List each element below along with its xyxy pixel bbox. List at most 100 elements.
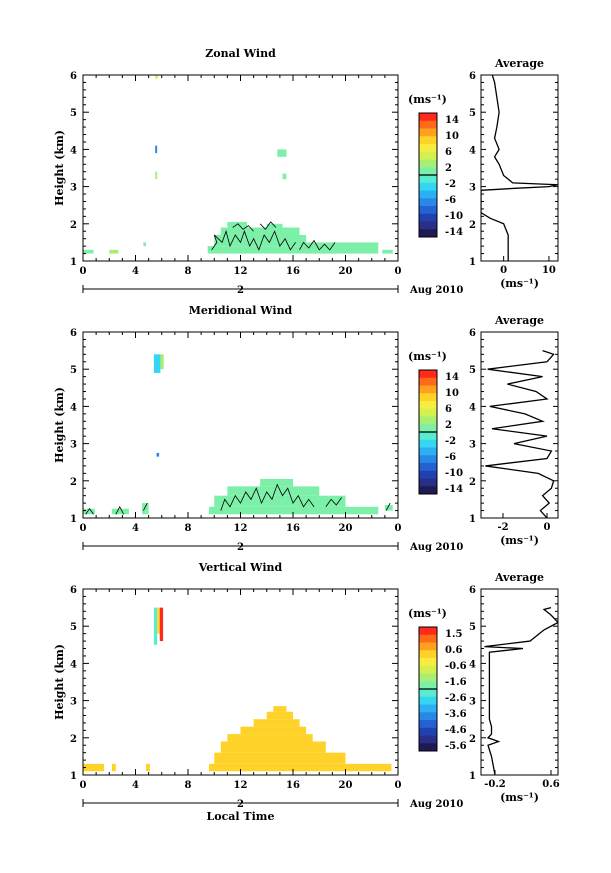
colorbar-segment: [419, 424, 437, 433]
x-tick-label: 8: [185, 780, 192, 791]
heat-cell: [282, 173, 287, 180]
avg-x-tick-label: 0.6: [542, 779, 559, 790]
heat-cell: [273, 706, 287, 712]
avg-y-tick-label: 2: [469, 220, 476, 231]
heat-cell: [220, 227, 300, 235]
avg-x-tick-label: -0.2: [484, 779, 506, 790]
heat-cell: [153, 607, 158, 645]
y-tick-label: 6: [70, 585, 77, 596]
average-unit: (ms⁻¹): [500, 791, 539, 804]
colorbar-segment: [419, 650, 437, 659]
colorbar-unit: (ms⁻¹): [408, 607, 447, 620]
colorbar-segment: [419, 136, 437, 145]
colorbar-segment: [419, 743, 437, 752]
colorbar-label: -14: [445, 484, 463, 495]
y-tick-label: 5: [70, 365, 77, 376]
x-tick-label: 12: [234, 523, 248, 534]
colorbar-segment: [419, 478, 437, 487]
y-axis-label: Height (km): [53, 387, 66, 463]
y-tick-label: 1: [70, 771, 77, 782]
x-tick-label: 20: [339, 523, 353, 534]
colorbar-label: 0.6: [445, 645, 462, 656]
y-tick-label: 3: [70, 697, 77, 708]
colorbar-segment: [419, 213, 437, 222]
x-tick-label: 8: [185, 266, 192, 277]
avg-y-tick-label: 3: [469, 183, 476, 194]
x-tick-label: 4: [132, 523, 139, 534]
colorbar-label: -3.6: [445, 709, 467, 720]
avg-y-tick-label: 1: [469, 257, 476, 268]
x-tick-label: 16: [286, 780, 300, 791]
heat-cell: [240, 726, 307, 735]
heat-cell: [153, 354, 161, 373]
colorbar-unit: (ms⁻¹): [408, 93, 447, 106]
colorbar-segment: [419, 229, 437, 238]
colorbar-label: -0.6: [445, 661, 467, 672]
y-tick-label: 6: [70, 71, 77, 82]
colorbar-segment: [419, 151, 437, 160]
avg-y-tick-label: 3: [469, 697, 476, 708]
colorbar-label: 2: [445, 163, 452, 174]
heat-cell: [83, 249, 94, 254]
colorbar-label: -6: [445, 452, 456, 463]
colorbar-segment: [419, 463, 437, 472]
panel-title: Meridional Wind: [189, 304, 293, 317]
avg-y-tick-label: 2: [469, 734, 476, 745]
y-tick-label: 5: [70, 108, 77, 119]
avg-x-tick-label: 0: [500, 265, 507, 276]
x-tick-label: 12: [234, 780, 248, 791]
avg-y-tick-label: 3: [469, 440, 476, 451]
colorbar-label: 14: [445, 372, 459, 383]
colorbar-segment: [419, 144, 437, 153]
avg-x-tick-label: 10: [542, 265, 556, 276]
colorbar-segment: [419, 439, 437, 448]
heat-cell: [214, 495, 346, 507]
x-axis-label: Local Time: [207, 810, 275, 823]
contour-line: [299, 239, 336, 251]
average-unit: (ms⁻¹): [500, 277, 539, 290]
colorbar-label: -2: [445, 436, 456, 447]
avg-y-tick-label: 6: [469, 71, 476, 82]
heat-cell: [109, 249, 119, 254]
colorbar-segment: [419, 190, 437, 199]
x-tick-label: 0: [395, 780, 402, 791]
month-label: Aug 2010: [409, 285, 463, 296]
colorbar-segment: [419, 735, 437, 744]
colorbar-segment: [419, 159, 437, 168]
heat-cell: [260, 478, 293, 487]
heat-cell: [227, 486, 320, 496]
colorbar-segment: [419, 113, 437, 122]
colorbar-label: 14: [445, 115, 459, 126]
colorbar-segment: [419, 665, 437, 674]
panel-title: Zonal Wind: [205, 47, 276, 60]
heat-cell: [156, 452, 160, 457]
colorbar-segment: [419, 408, 437, 417]
y-axis-label: Height (km): [53, 644, 66, 720]
heat-cells: [83, 75, 393, 254]
day-label: 2: [237, 799, 244, 810]
colorbar-segment: [419, 370, 437, 379]
avg-y-tick-label: 5: [469, 622, 476, 633]
colorbar-segment: [419, 182, 437, 191]
heat-cell: [220, 741, 326, 753]
colorbar-segment: [419, 385, 437, 394]
x-tick-label: 0: [395, 523, 402, 534]
colorbar-segment: [419, 642, 437, 651]
y-tick-label: 6: [70, 328, 77, 339]
colorbar-segment: [419, 727, 437, 736]
colorbar-segment: [419, 447, 437, 456]
heat-cell: [384, 504, 393, 511]
colorbar-label: -10: [445, 211, 463, 222]
avg-y-tick-label: 2: [469, 477, 476, 488]
y-tick-label: 2: [70, 477, 77, 488]
average-title: Average: [494, 571, 544, 584]
contour-line: [211, 229, 296, 251]
heat-cell: [253, 719, 300, 727]
y-tick-label: 4: [70, 402, 77, 413]
colorbar-segment: [419, 486, 437, 495]
heat-cells: [83, 607, 392, 772]
contour-line: [232, 223, 254, 232]
average-profile-line: [481, 75, 558, 261]
